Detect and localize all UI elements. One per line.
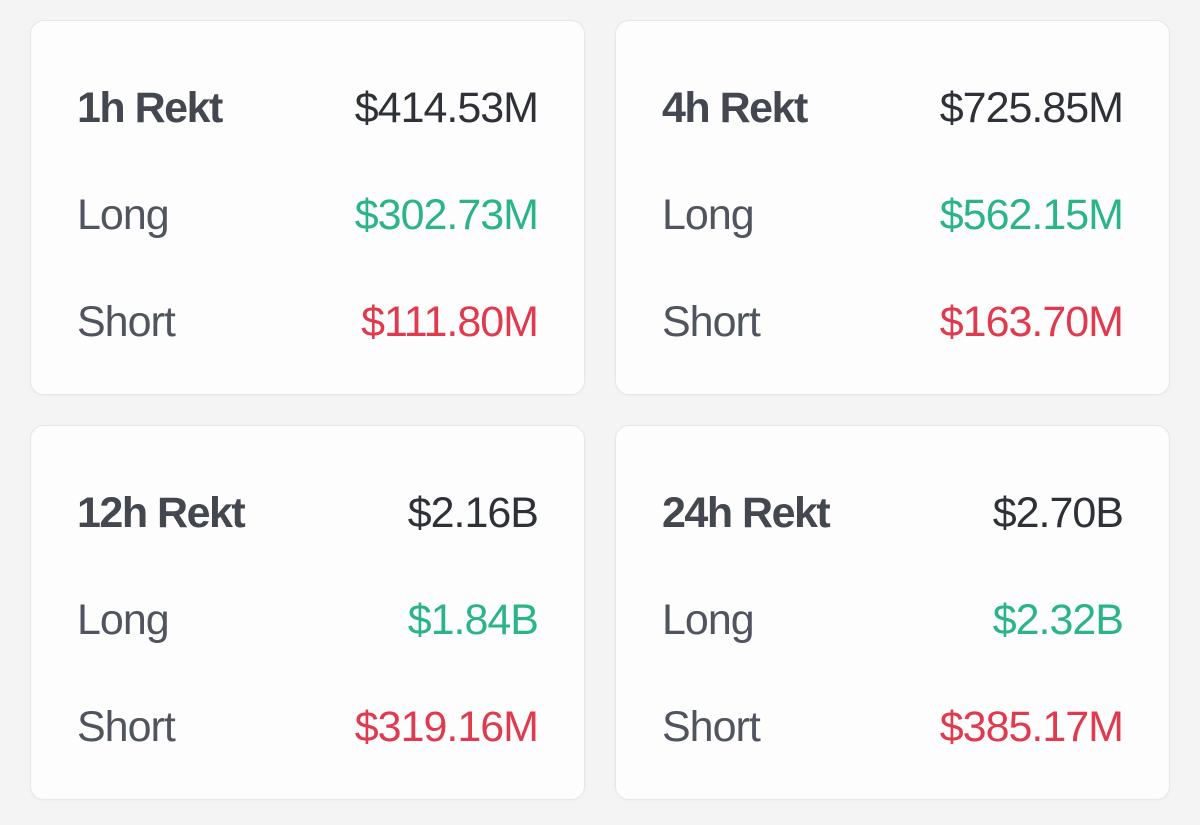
long-label: Long [77, 191, 170, 239]
short-value: $163.70M [939, 298, 1124, 346]
card-header-row: 12h Rekt $2.16B [77, 489, 539, 537]
card-title: 1h Rekt [77, 84, 223, 132]
long-row: Long $2.32B [662, 596, 1124, 644]
long-value: $2.32B [992, 596, 1124, 644]
long-row: Long $562.15M [662, 191, 1124, 239]
long-label: Long [77, 596, 170, 644]
rekt-card-4h: 4h Rekt $725.85M Long $562.15M Short $16… [615, 20, 1170, 395]
short-row: Short $111.80M [77, 298, 539, 346]
long-value: $562.15M [939, 191, 1124, 239]
card-title: 12h Rekt [77, 489, 246, 537]
short-row: Short $319.16M [77, 703, 539, 751]
short-value: $385.17M [939, 703, 1124, 751]
short-row: Short $385.17M [662, 703, 1124, 751]
long-row: Long $1.84B [77, 596, 539, 644]
card-header-row: 1h Rekt $414.53M [77, 84, 539, 132]
rekt-card-12h: 12h Rekt $2.16B Long $1.84B Short $319.1… [30, 425, 585, 800]
card-header-row: 24h Rekt $2.70B [662, 489, 1124, 537]
rekt-card-24h: 24h Rekt $2.70B Long $2.32B Short $385.1… [615, 425, 1170, 800]
card-title: 24h Rekt [662, 489, 831, 537]
card-total-value: $414.53M [354, 84, 539, 132]
short-label: Short [662, 703, 761, 751]
rekt-card-1h: 1h Rekt $414.53M Long $302.73M Short $11… [30, 20, 585, 395]
card-header-row: 4h Rekt $725.85M [662, 84, 1124, 132]
long-label: Long [662, 191, 755, 239]
long-value: $1.84B [407, 596, 539, 644]
long-label: Long [662, 596, 755, 644]
short-value: $319.16M [354, 703, 539, 751]
card-title: 4h Rekt [662, 84, 808, 132]
short-label: Short [662, 298, 761, 346]
short-row: Short $163.70M [662, 298, 1124, 346]
long-value: $302.73M [354, 191, 539, 239]
short-label: Short [77, 703, 176, 751]
card-total-value: $2.70B [992, 489, 1124, 537]
short-label: Short [77, 298, 176, 346]
long-row: Long $302.73M [77, 191, 539, 239]
card-total-value: $725.85M [939, 84, 1124, 132]
card-total-value: $2.16B [407, 489, 539, 537]
short-value: $111.80M [361, 298, 539, 346]
